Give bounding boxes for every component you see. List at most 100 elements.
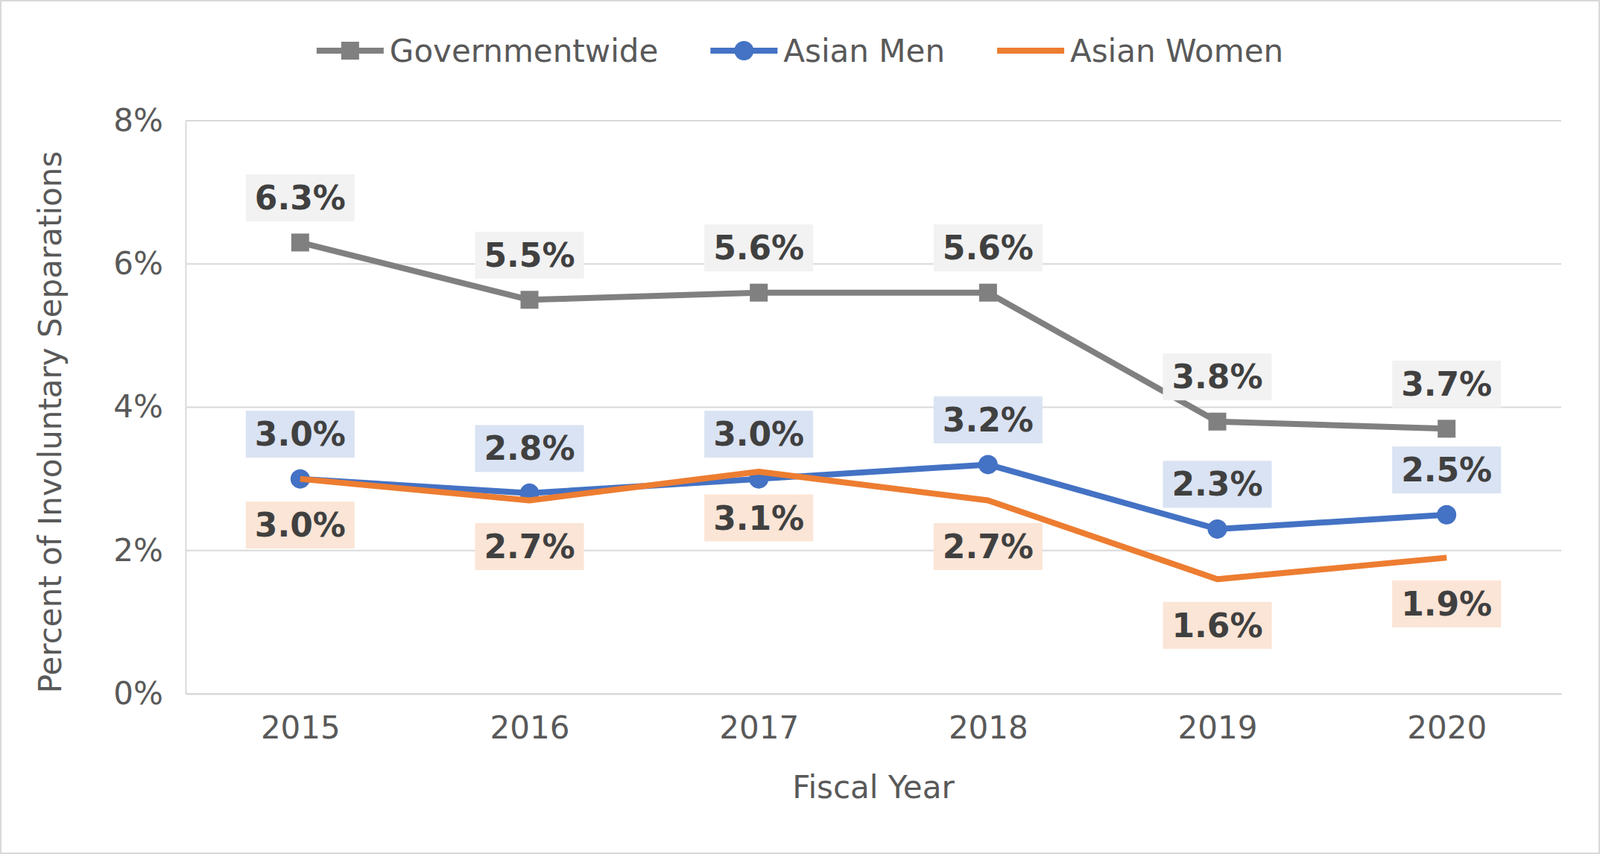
data-label: 3.0% — [245, 410, 355, 458]
data-label-box — [704, 224, 814, 272]
grid-line — [185, 119, 1562, 122]
legend-label: Asian Women — [1070, 32, 1284, 70]
data-label-text: 1.6% — [1171, 606, 1263, 645]
y-axis-line — [185, 121, 188, 695]
legend-label: Asian Men — [783, 32, 945, 70]
marker — [520, 290, 539, 309]
data-label-box — [933, 396, 1043, 444]
data-label: 2.5% — [1392, 446, 1501, 494]
grid-line — [185, 693, 1562, 695]
data-label-text: 3.0% — [713, 415, 805, 454]
data-label-text: 5.6% — [713, 228, 805, 267]
legend-item: Asian Men — [710, 32, 945, 70]
y-tick-label: 4% — [113, 388, 164, 425]
data-label-box — [1392, 360, 1501, 408]
legend-swatch — [997, 47, 1065, 54]
marker — [978, 454, 998, 474]
x-tick-label: 2020 — [1406, 709, 1487, 746]
x-tick: 2017 — [719, 693, 799, 746]
data-label-box — [933, 224, 1043, 272]
data-label-box — [704, 494, 814, 542]
data-label: 2.7% — [933, 523, 1043, 571]
y-tick: 8% — [113, 102, 186, 139]
data-label-text: 3.2% — [942, 400, 1034, 439]
legend-marker — [341, 41, 360, 60]
x-tick-label: 2018 — [948, 709, 1029, 746]
x-axis-title: Fiscal Year — [792, 769, 955, 806]
data-label-box — [1392, 446, 1501, 494]
data-label: 2.8% — [474, 424, 584, 472]
grid-line — [185, 406, 1562, 409]
y-tick-label: 2% — [113, 532, 164, 569]
legend-item: Governmentwide — [316, 32, 659, 70]
y-tick-label: 6% — [113, 245, 164, 282]
marker — [979, 283, 998, 302]
data-label-text: 6.3% — [254, 178, 346, 217]
data-labels: 6.3% 5.5% 5.6% 5.6% 3.8% 3.7% 3.0% 2.8% 3.0% 3.2%… — [245, 174, 1501, 650]
data-label-box — [245, 410, 355, 458]
data-label: 2.3% — [1162, 460, 1272, 508]
data-label-box — [1392, 580, 1501, 628]
y-axis: 0% 2% 4% 6% 8% — [113, 102, 186, 712]
data-label-text: 3.8% — [1171, 357, 1263, 396]
data-label: 1.6% — [1162, 602, 1272, 650]
data-label: 3.8% — [1162, 353, 1272, 401]
series-line — [300, 242, 1447, 429]
x-tick-label: 2017 — [719, 709, 799, 746]
data-label: 3.1% — [704, 494, 814, 542]
series — [291, 233, 1456, 438]
x-tick-label: 2019 — [1178, 709, 1258, 746]
x-axis-line — [186, 693, 1562, 696]
x-tick: 2018 — [948, 693, 1029, 746]
data-label-box — [474, 231, 584, 279]
marker — [1437, 419, 1456, 438]
y-tick: 2% — [113, 532, 186, 569]
marker — [1436, 505, 1457, 525]
data-label: 5.5% — [474, 231, 584, 279]
y-tick: 0% — [113, 675, 186, 712]
data-label-box — [245, 174, 355, 222]
data-label: 3.7% — [1392, 360, 1501, 408]
x-tick-label: 2016 — [490, 709, 571, 746]
data-label-text: 3.0% — [254, 506, 346, 545]
data-label-box — [1162, 353, 1272, 401]
legend-label: Governmentwide — [389, 32, 659, 70]
x-axis: 2015 2016 2017 2018 2019 2020 — [186, 693, 1562, 746]
data-label: 3.0% — [245, 501, 355, 549]
y-tick: 4% — [113, 388, 186, 425]
x-tick: 2020 — [1406, 693, 1487, 746]
x-tick-label: 2015 — [260, 709, 341, 746]
y-axis-title: Percent of Involuntary Separations — [32, 151, 69, 694]
y-tick-label: 0% — [113, 675, 164, 712]
series — [300, 471, 1447, 580]
legend-item: Asian Women — [997, 32, 1284, 70]
data-label: 3.2% — [933, 396, 1043, 444]
data-label: 3.0% — [704, 410, 814, 458]
data-label-text: 3.1% — [713, 499, 805, 538]
data-label-text: 5.5% — [483, 236, 575, 275]
x-tick: 2019 — [1178, 693, 1258, 746]
data-label-text: 5.6% — [942, 228, 1034, 267]
data-label-box — [474, 523, 584, 571]
data-label-box — [933, 523, 1043, 571]
marker — [749, 283, 768, 302]
legend-marker — [734, 40, 754, 61]
data-label-text: 1.9% — [1401, 585, 1492, 624]
data-label-text: 3.0% — [254, 415, 346, 454]
series-group — [290, 233, 1457, 580]
data-label-box — [704, 410, 814, 458]
data-label: 6.3% — [245, 174, 355, 222]
y-tick: 6% — [113, 245, 186, 282]
data-label: 5.6% — [933, 224, 1043, 272]
grid — [185, 120, 1562, 694]
data-label-text: 2.3% — [1171, 465, 1263, 504]
grid-line — [185, 549, 1562, 552]
data-label-text: 2.7% — [942, 527, 1034, 566]
data-label-box — [474, 424, 584, 472]
chart: 0% 2% 4% 6% 8% 2015 2016 2017 2018 2019 2020 6.3% 5.… — [0, 0, 1600, 854]
data-label-text: 3.7% — [1401, 365, 1492, 404]
data-label-text: 2.8% — [483, 429, 575, 468]
data-label-box — [1162, 460, 1272, 508]
data-label: 1.9% — [1392, 580, 1501, 628]
marker — [291, 233, 310, 252]
